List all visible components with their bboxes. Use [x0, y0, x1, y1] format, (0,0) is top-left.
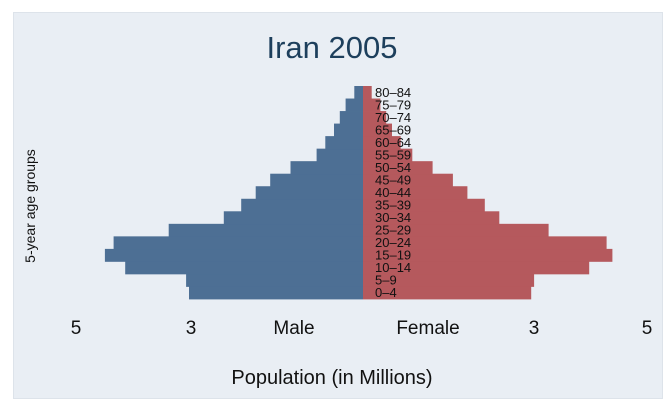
x-tick-label-female-3: 3 — [528, 318, 540, 339]
male-bar-55–59 — [316, 148, 363, 162]
age-group-label: 10–14 — [375, 260, 411, 275]
female-bar-70–74 — [363, 111, 387, 124]
female-bar-75–79 — [363, 98, 381, 112]
x-tick-label-female-5: 5 — [641, 318, 653, 339]
female-bar-15–19 — [363, 248, 613, 262]
female-bar-5–9 — [363, 273, 535, 287]
female-bar-40–44 — [363, 186, 468, 200]
age-group-label: 25–29 — [375, 223, 411, 238]
female-bar-65–69 — [363, 123, 392, 137]
age-group-label: 75–79 — [375, 97, 411, 112]
age-group-label: 30–34 — [375, 210, 411, 225]
age-group-label: 20–24 — [375, 235, 411, 250]
age-group-label: 5–9 — [375, 273, 397, 288]
male-side-label: Male — [273, 318, 315, 339]
female-bar-20–24 — [363, 236, 607, 250]
male-bar-35–39 — [241, 198, 363, 212]
female-bar-50–54 — [363, 161, 433, 175]
chart-title: Iran 2005 — [266, 30, 398, 65]
age-group-label: 35–39 — [375, 198, 411, 213]
female-bar-10–14 — [363, 261, 590, 275]
male-bar-60–64 — [325, 136, 363, 150]
male-bar-70–74 — [339, 111, 363, 124]
female-bar-35–39 — [363, 198, 485, 212]
age-group-label: 70–74 — [375, 110, 411, 125]
age-group-label: 55–59 — [375, 147, 411, 162]
male-bar-75–79 — [345, 98, 363, 112]
male-bar-10–14 — [125, 261, 363, 275]
age-group-label: 80–84 — [375, 85, 411, 100]
male-bar-50–54 — [290, 161, 363, 175]
age-group-label: 50–54 — [375, 160, 411, 175]
female-bar-80–84 — [363, 86, 372, 99]
male-bar-45–49 — [270, 173, 363, 187]
male-bar-0–4 — [189, 286, 363, 300]
age-group-label: 45–49 — [375, 172, 411, 187]
x-tick-label-male-3: 3 — [185, 318, 197, 339]
male-bar-65–69 — [334, 123, 363, 137]
male-bar-20–24 — [113, 236, 363, 250]
female-bar-30–34 — [363, 211, 500, 225]
female-bar-0–4 — [363, 286, 532, 300]
female-bar-60–64 — [363, 136, 401, 150]
x-tick-label-male-5: 5 — [70, 318, 82, 339]
x-axis-label: Population (in Millions) — [231, 367, 433, 389]
female-bar-45–49 — [363, 173, 453, 187]
male-bar-80–84 — [354, 86, 363, 99]
age-group-label: 60–64 — [375, 135, 411, 150]
female-side-label: Female — [396, 318, 460, 339]
age-group-label: 0–4 — [375, 285, 397, 300]
female-bar-25–29 — [363, 223, 549, 237]
male-bar-15–19 — [104, 248, 364, 262]
male-bar-25–29 — [168, 223, 363, 237]
male-bar-40–44 — [255, 186, 363, 200]
male-bar-5–9 — [186, 273, 363, 287]
age-group-label: 65–69 — [375, 122, 411, 137]
age-group-label: 15–19 — [375, 248, 411, 263]
female-bar-55–59 — [363, 148, 413, 162]
male-bar-30–34 — [223, 211, 363, 225]
age-group-label: 40–44 — [375, 185, 411, 200]
